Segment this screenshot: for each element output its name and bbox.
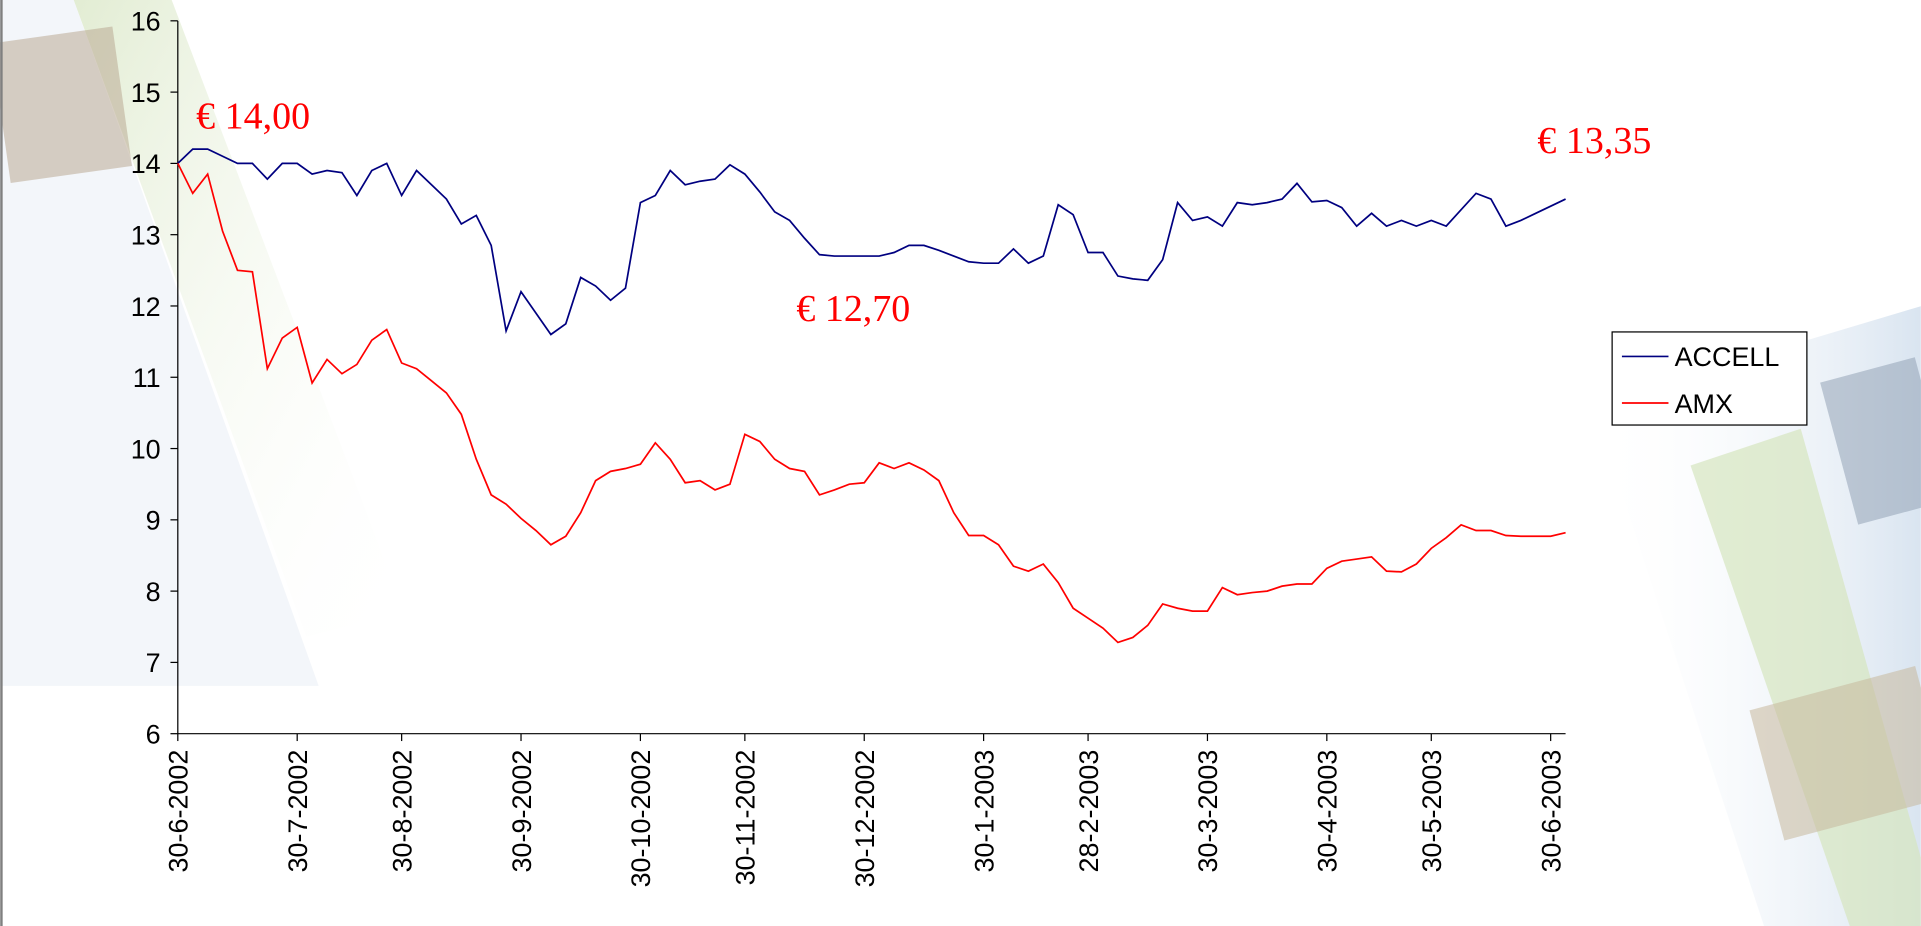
x-tick-label: 30-10-2002 [626,750,656,888]
y-tick-label: 16 [131,7,161,37]
x-tick-label: 30-1-2003 [969,750,999,873]
legend-box [1611,331,1808,426]
y-tick-label: 15 [131,78,161,108]
y-tick-label: 12 [131,292,161,322]
y-tick-label: 10 [131,434,161,464]
annotation: € 14,00 [196,96,310,138]
x-tick-label: 30-7-2002 [283,750,313,873]
series-line [177,148,1566,336]
annotation: € 12,70 [796,288,910,330]
y-tick-label: 8 [146,577,161,607]
x-tick-label: 30-6-2002 [164,750,194,873]
legend-label: ACCELL [1675,342,1780,372]
x-tick-label: 30-6-2003 [1536,750,1566,873]
y-tick-label: 7 [146,648,161,678]
legend-label: AMX [1675,389,1733,419]
y-tick-label: 13 [131,220,161,250]
series-line [177,163,1566,644]
x-tick-label: 30-12-2002 [850,750,880,888]
x-tick-label: 30-4-2003 [1313,750,1343,873]
y-tick-label: 9 [146,506,161,536]
x-tick-label: 30-3-2003 [1193,750,1223,873]
x-tick-label: 28-2-2003 [1074,750,1104,873]
annotation: € 13,35 [1537,120,1651,162]
y-tick-label: 14 [131,149,161,179]
x-tick-label: 30-5-2003 [1417,750,1447,873]
x-tick-label: 30-9-2002 [507,750,537,873]
y-tick-label: 11 [133,363,161,393]
x-tick-label: 30-8-2002 [387,750,417,873]
y-tick-label: 6 [146,719,161,749]
x-tick-label: 30-11-2002 [731,750,761,886]
